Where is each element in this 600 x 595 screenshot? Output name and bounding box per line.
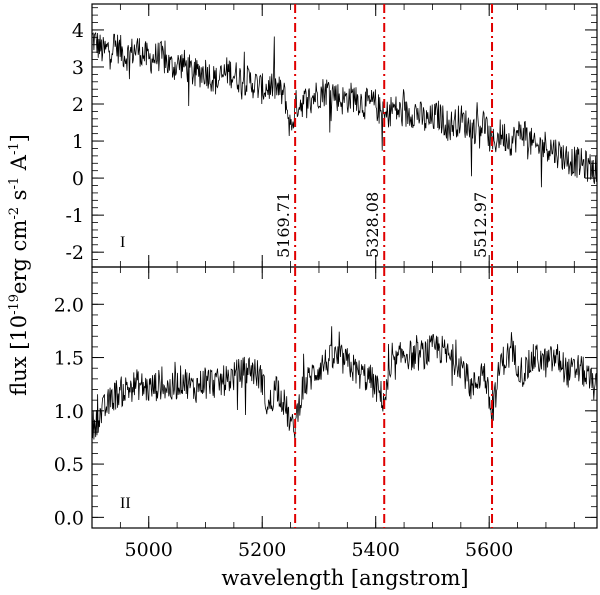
y-tick-label: 1.0 (54, 401, 84, 423)
y-tick-label: 0.0 (54, 507, 84, 529)
panel-frame (91, 266, 598, 529)
y-tick-label: 1.5 (54, 348, 84, 370)
spectrum-line (91, 326, 598, 440)
panel-label: II (120, 495, 131, 512)
y-axis-title-part: flux [10 (7, 315, 31, 396)
x-axis-tick-labels: 5000 5200 5400 5600 (125, 539, 514, 561)
y-tick-label: 2.0 (54, 294, 84, 316)
y-tick-label: -1 (65, 205, 84, 227)
panel-I: 4 3 2 1 0 -1 -2 5169.71 5328.08 5512.97 I (65, 3, 598, 268)
y-axis-title-part: ] (7, 134, 31, 142)
y-tick-label: 0.5 (54, 454, 84, 476)
panel-II: 2.0 1.5 1.0 0.5 0.0 II (54, 266, 598, 529)
y-tick-label: 1 (72, 131, 84, 153)
reference-line-label: 5512.97 (471, 192, 490, 258)
y-axis-title-part: -1 (7, 142, 22, 155)
y-axis-title-part: erg cm (7, 220, 31, 294)
x-tick-label: 5200 (238, 539, 286, 561)
x-tick-label: 5000 (125, 539, 173, 561)
y-tick-label: 3 (72, 57, 84, 79)
y-axis-title-part: -1 (7, 177, 22, 190)
spectrum-line (91, 31, 598, 188)
y-axis-title: flux [10-19erg cm-2 s-1 A-1] (7, 134, 31, 396)
y-axis-title-part: -2 (7, 207, 22, 220)
y-tick-label: 0 (72, 168, 84, 190)
y-tick-label: 2 (72, 94, 84, 116)
y-axis-title-part: -19 (7, 294, 22, 315)
reference-line-label: 5328.08 (363, 192, 382, 258)
reference-line-label: 5169.71 (274, 192, 293, 258)
x-tick-label: 5400 (352, 539, 400, 561)
x-tick-label: 5600 (465, 539, 513, 561)
x-axis-title: wavelength [angstrom] (221, 566, 468, 590)
y-tick-label: -2 (65, 242, 84, 264)
panel-label: I (120, 234, 125, 251)
y-tick-label: 4 (72, 20, 84, 42)
y-axis-title-part: A (7, 154, 31, 177)
y-axis-title-part: s (7, 190, 31, 207)
